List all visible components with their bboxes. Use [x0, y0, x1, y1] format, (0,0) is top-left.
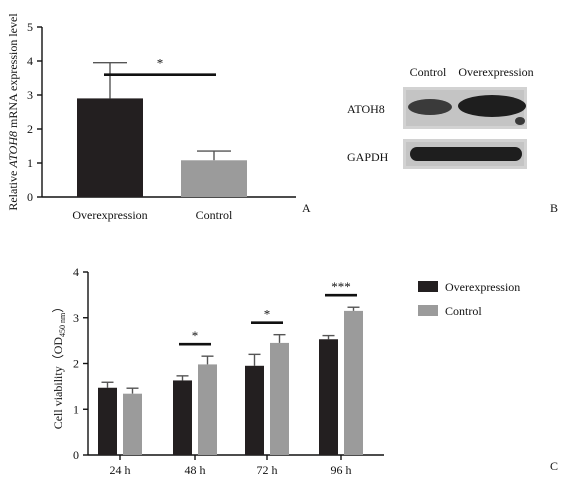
legend-label-1: Control — [445, 304, 482, 318]
chart-a-y-tick-label-0: 0 — [27, 190, 33, 204]
legend-swatch-1 — [418, 305, 438, 316]
chart-c-significance-label-1: * — [264, 307, 271, 322]
chart-c: Cell viability（OD450 nm） 0 1 2 3 4 24 h 48 h 7… — [51, 265, 520, 477]
chart-c-x-label-2: 72 h — [257, 463, 278, 477]
blot-row-label-gapdh: GAPDH — [347, 150, 389, 164]
chart-c-y-label: Cell viability（OD450 nm） — [51, 301, 67, 430]
chart-a-significance-label: * — [157, 56, 164, 71]
chart-c-x-label-3: 96 h — [331, 463, 352, 477]
panel-label-a: A — [302, 201, 311, 215]
chart-c-y-tick-label-1: 1 — [73, 402, 79, 416]
chart-c-significance-label-2: *** — [331, 279, 351, 294]
chart-c-legend: Overexpression Control — [418, 280, 520, 318]
blot-band-atoh8-overexpression — [458, 95, 526, 117]
chart-c-bar-1-1 — [198, 364, 217, 455]
chart-c-x-label-1: 48 h — [185, 463, 206, 477]
blot-row-label-atoh8: ATOH8 — [347, 102, 385, 116]
chart-a-x-label-1: Control — [196, 208, 233, 222]
chart-c-y-tick-label-2: 2 — [73, 357, 79, 371]
blot-band-gapdh — [410, 147, 522, 161]
chart-c-y-tick-label-0: 0 — [73, 448, 79, 462]
legend-label-0: Overexpression — [445, 280, 520, 294]
chart-a-y-label: Relative ATOH8 mRNA expression level — [6, 13, 20, 211]
chart-c-y-tick-label-4: 4 — [73, 265, 79, 279]
blot-lane-label-overexpression: Overexpression — [458, 65, 533, 79]
chart-c-bar-3-0 — [319, 339, 338, 455]
chart-a-y-tick-label-1: 1 — [27, 156, 33, 170]
chart-a-y-tick-label-2: 2 — [27, 122, 33, 136]
panel-label-b: B — [550, 201, 558, 215]
chart-a-bar-0 — [77, 98, 143, 197]
panel-label-c: C — [550, 459, 558, 473]
chart-a-y-tick-label-4: 4 — [27, 54, 33, 68]
chart-a-bar-1 — [181, 160, 247, 197]
western-blot: Control Overexpression ATOH8 GAPDH — [347, 65, 534, 169]
chart-c-bar-3-1 — [344, 310, 363, 455]
chart-c-bar-0-1 — [123, 393, 142, 455]
chart-c-bar-2-1 — [270, 342, 289, 455]
chart-c-significance-label-0: * — [192, 328, 199, 343]
chart-c-y-tick-label-3: 3 — [73, 311, 79, 325]
legend-swatch-0 — [418, 281, 438, 292]
chart-c-x-label-0: 24 h — [110, 463, 131, 477]
chart-a-y-tick-label-3: 3 — [27, 88, 33, 102]
blot-lane-label-control: Control — [410, 65, 447, 79]
blot-gapdh-strip — [403, 139, 527, 169]
chart-c-bar-0-0 — [98, 387, 117, 455]
chart-c-bar-1-0 — [173, 380, 192, 455]
blot-band-atoh8-control — [408, 99, 452, 115]
blot-atoh8-strip — [403, 87, 527, 129]
chart-a: Relative ATOH8 mRNA expression level 0 1 2… — [6, 13, 296, 222]
chart-a-x-label-0: Overexpression — [72, 208, 147, 222]
chart-c-bar-2-0 — [245, 365, 264, 455]
chart-a-y-tick-label-5: 5 — [27, 20, 33, 34]
